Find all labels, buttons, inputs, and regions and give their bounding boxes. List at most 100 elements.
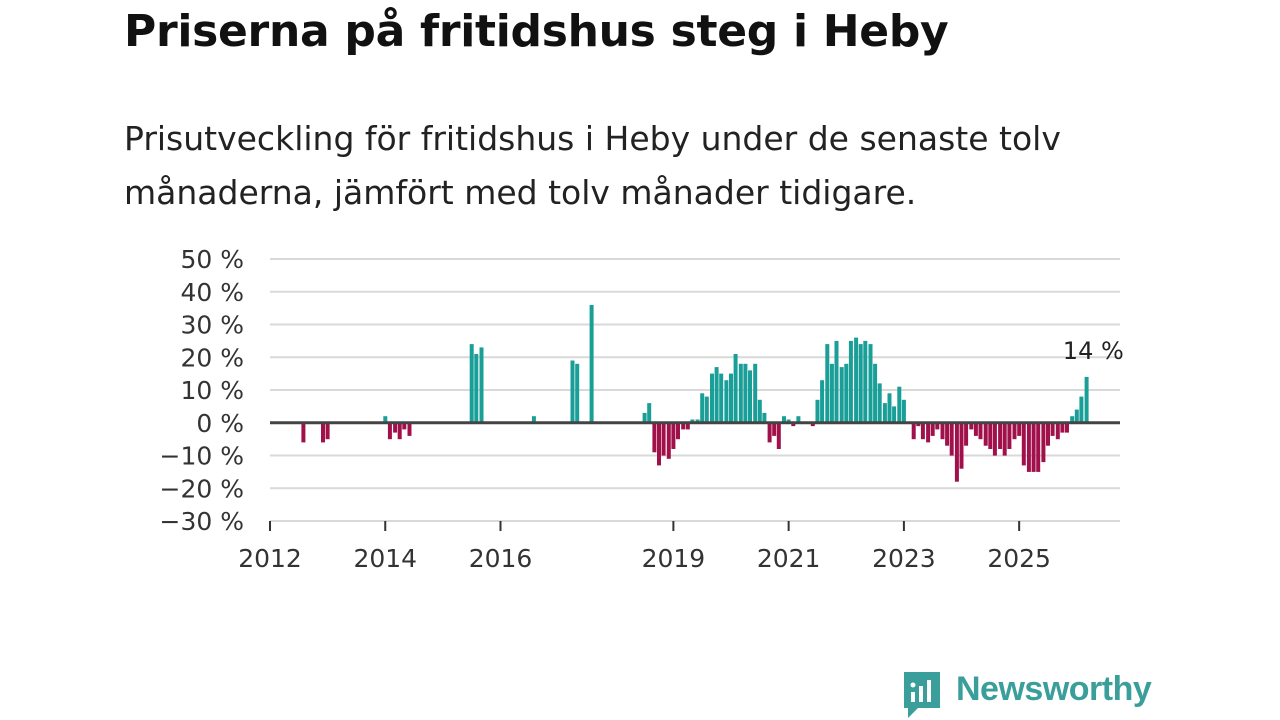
x-tick-label: 2025: [987, 544, 1051, 573]
bar: [402, 422, 407, 430]
bar: [642, 412, 647, 423]
bar: [834, 340, 839, 423]
y-tick-label: −30 %: [160, 507, 244, 536]
bar: [671, 422, 676, 449]
bar: [776, 422, 781, 449]
y-axis: 50 % 40 % 30 % 20 % 10 % 0 % −10 % −20 % −30 %: [160, 245, 244, 536]
bar: [676, 422, 680, 440]
bar: [397, 422, 402, 440]
bar: [829, 363, 834, 423]
bar: [825, 344, 830, 423]
bar: [1070, 416, 1075, 423]
bar: [719, 373, 724, 423]
bar: [1046, 422, 1050, 446]
bar: [786, 419, 791, 423]
bar-chart-speech-bubble-icon: [904, 672, 940, 718]
bar: [690, 419, 695, 423]
bar: [1031, 422, 1036, 472]
bar: [911, 422, 916, 440]
bar: [685, 422, 690, 430]
bar: [969, 422, 974, 430]
bar: [992, 422, 997, 456]
bar-chart: 50 % 40 % 30 % 20 % 10 % 0 % −10 % −20 % −30 % 2…: [160, 245, 1124, 573]
bar: [570, 360, 575, 423]
y-tick-label: 30 %: [180, 311, 244, 340]
bar: [700, 393, 705, 423]
bar: [863, 340, 868, 423]
bar: [729, 373, 733, 423]
bar: [983, 422, 988, 446]
bar: [897, 386, 902, 423]
bar: [325, 422, 330, 440]
gridlines: [270, 258, 1120, 522]
y-tick-label: −20 %: [160, 474, 244, 503]
y-tick-label: 20 %: [180, 343, 244, 372]
bar: [393, 422, 398, 433]
brand-name: Newsworthy: [956, 670, 1152, 708]
x-tick-label: 2014: [353, 544, 417, 573]
y-tick-label: −10 %: [160, 442, 244, 471]
bar: [973, 422, 978, 436]
bar: [892, 406, 897, 423]
bar: [757, 399, 762, 423]
bars: [301, 304, 1089, 482]
x-tick-label: 2012: [238, 544, 302, 573]
y-tick-label: 0 %: [196, 409, 244, 438]
bar: [710, 373, 714, 423]
bar: [681, 422, 686, 430]
bar: [954, 422, 959, 482]
bar: [1050, 422, 1055, 436]
bar: [873, 363, 878, 423]
bar: [738, 363, 743, 423]
bar: [657, 422, 661, 466]
bar: [930, 422, 935, 436]
bar: [854, 337, 859, 423]
bar: [321, 422, 325, 443]
bar: [666, 422, 671, 459]
x-axis: 2012 2014 2016 2019 2021 2023 2025: [238, 521, 1051, 573]
bar: [531, 416, 536, 423]
bar: [887, 393, 892, 423]
bar: [935, 422, 940, 430]
bar: [748, 370, 752, 423]
bar: [839, 367, 844, 423]
bar: [762, 412, 767, 423]
bar: [1079, 396, 1084, 423]
bar: [1021, 422, 1026, 466]
bar: [724, 380, 729, 423]
bar: [920, 422, 925, 440]
chart-title: Priserna på fritidshus steg i Heby: [124, 6, 949, 57]
bar: [1084, 376, 1089, 423]
bar: [844, 363, 849, 423]
bar: [810, 422, 815, 427]
bar: [479, 347, 484, 423]
bar: [1002, 422, 1007, 456]
bar: [940, 422, 945, 440]
bar: [998, 422, 1003, 449]
bar: [469, 344, 474, 423]
bar: [647, 403, 652, 423]
bar: [877, 383, 882, 423]
x-tick-label: 2019: [642, 544, 706, 573]
bar: [704, 396, 709, 423]
bar: [882, 403, 887, 423]
bar: [753, 363, 758, 423]
y-tick-label: 10 %: [180, 376, 244, 405]
y-tick-label: 50 %: [180, 245, 244, 274]
bar: [916, 422, 921, 427]
bar: [1060, 422, 1065, 433]
bar: [1007, 422, 1012, 449]
bar: [1041, 422, 1046, 463]
bar: [1074, 409, 1079, 423]
bar: [767, 422, 772, 443]
bar: [964, 422, 969, 446]
bar: [848, 340, 853, 423]
bar: [959, 422, 964, 469]
bar: [901, 399, 906, 423]
bar: [988, 422, 993, 449]
bar: [868, 344, 873, 423]
bar: [791, 422, 796, 427]
bar: [978, 422, 983, 440]
bar: [820, 380, 825, 423]
bar: [407, 422, 412, 436]
